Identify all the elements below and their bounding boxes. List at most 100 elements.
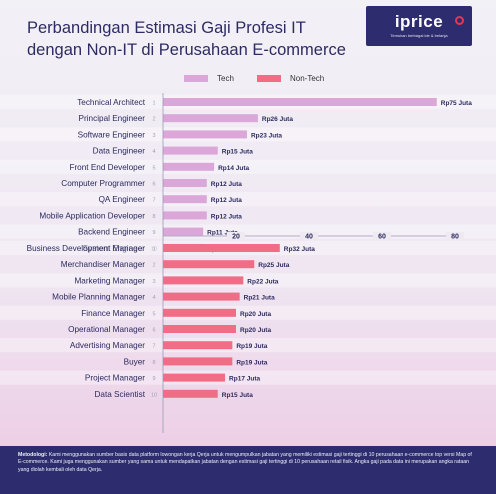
value-label: Rp19 Juta xyxy=(236,359,267,366)
rank-label: 10 xyxy=(151,392,157,398)
legend-swatch-non-tech xyxy=(257,75,281,82)
bar xyxy=(163,162,215,171)
category-label: Merchandiser Manager xyxy=(61,260,145,269)
value-label: Rp12 Juta xyxy=(211,197,242,204)
category-label: Backend Engineer xyxy=(78,228,145,237)
x-tick-label: 60 xyxy=(378,234,386,241)
rank-label: 1 xyxy=(152,247,155,253)
row-band xyxy=(0,127,496,142)
bar xyxy=(163,389,218,398)
x-tick-label: 40 xyxy=(305,234,313,241)
row-band xyxy=(0,370,496,385)
value-label: Rp17 Juta xyxy=(229,376,260,383)
category-label: Principal Engineer xyxy=(79,114,146,123)
category-label: QA Engineer xyxy=(99,195,146,204)
rank-label: 3 xyxy=(152,133,155,139)
rank-label: 8 xyxy=(152,214,155,220)
row-band xyxy=(0,305,496,320)
category-label: Front End Developer xyxy=(69,163,145,172)
bar xyxy=(163,341,233,350)
legend-item-tech: Tech xyxy=(184,74,234,83)
logo-tagline: Temukan berbagai ide & belanja xyxy=(390,33,448,38)
category-label: Mobile Application Developer xyxy=(39,211,145,220)
value-label: Rp19 Juta xyxy=(236,343,267,350)
category-label: Technical Architect xyxy=(77,98,146,107)
category-label: Computer Programmer xyxy=(61,179,145,188)
bar xyxy=(163,130,247,139)
rank-label: 10 xyxy=(151,246,157,252)
rank-label: 9 xyxy=(152,376,155,382)
tick-label-bg xyxy=(300,232,318,240)
bar xyxy=(163,227,204,236)
tick-label-bg xyxy=(446,232,464,240)
bar xyxy=(163,195,207,204)
value-label: Rp20 Juta xyxy=(240,327,271,334)
category-label: Data Engineer xyxy=(93,147,146,156)
logo-wordmark: iprice xyxy=(394,12,444,31)
bar xyxy=(163,114,258,123)
row-band xyxy=(0,224,496,239)
chart-title: Perbandingan Estimasi Gaji Profesi IT de… xyxy=(27,17,357,61)
rank-label: 2 xyxy=(152,263,155,269)
iprice-logo: iprice Temukan berbagai ide & belanja xyxy=(366,6,472,46)
legend-swatch-tech xyxy=(184,75,208,82)
x-tick-label: 80 xyxy=(451,234,459,241)
value-label: Rp14 Juta xyxy=(218,165,249,172)
methodology-label: Metodologi: xyxy=(18,452,48,458)
legend: Tech Non-Tech xyxy=(0,74,496,86)
bar xyxy=(163,244,280,252)
value-label: Rp21 Juta xyxy=(244,295,275,302)
tick-label-bg xyxy=(373,232,391,240)
logo-mark-icon xyxy=(455,16,464,25)
rank-label: 4 xyxy=(152,149,155,155)
methodology-text: Kami menggunakan sumber basis data platf… xyxy=(18,452,472,473)
rank-label: 3 xyxy=(152,279,155,285)
category-label: Software Engineer xyxy=(78,130,146,139)
category-label: System Engineer xyxy=(83,244,146,253)
row-band xyxy=(0,273,496,288)
rank-label: 4 xyxy=(152,295,155,301)
bar xyxy=(163,325,236,333)
value-label: Rp15 Juta xyxy=(222,149,253,156)
value-label: Rp25 Juta xyxy=(258,262,289,269)
bar xyxy=(163,179,207,187)
category-label: Buyer xyxy=(124,357,146,366)
tick-label-bg xyxy=(227,232,245,240)
bar xyxy=(163,292,240,301)
bar xyxy=(163,308,236,317)
legend-item-non-tech: Non-Tech xyxy=(257,74,324,83)
rank-label: 7 xyxy=(152,198,155,204)
category-label: Finance Manager xyxy=(81,309,145,318)
category-label: Marketing Manager xyxy=(74,276,145,285)
rank-label: 2 xyxy=(152,117,155,123)
rank-label: 7 xyxy=(152,344,155,350)
row-band xyxy=(0,159,496,174)
category-label: Advertising Manager xyxy=(70,341,145,350)
rank-label: 5 xyxy=(152,165,155,171)
category-label: Data Scientist xyxy=(94,390,145,399)
value-label: Rp75 Juta xyxy=(441,100,472,107)
x-tick-label: 20 xyxy=(232,234,240,241)
row-band xyxy=(0,192,496,207)
category-label: Operational Manager xyxy=(68,325,145,334)
bar xyxy=(163,357,233,366)
rank-label: 1 xyxy=(152,101,155,107)
row-band xyxy=(0,338,496,353)
bar xyxy=(163,211,207,220)
rank-label: 5 xyxy=(152,311,155,317)
rank-label: 9 xyxy=(152,230,155,236)
legend-label-non-tech: Non-Tech xyxy=(290,74,325,83)
category-label: Mobile Planning Manager xyxy=(52,293,145,302)
value-label: Rp12 Juta xyxy=(211,181,242,188)
category-label: Project Manager xyxy=(85,374,145,383)
value-label: Rp22 Juta xyxy=(247,278,278,285)
value-label: Rp32 Juta xyxy=(284,246,315,253)
legend-label-tech: Tech xyxy=(217,74,234,83)
methodology-note: Metodologi: Kami menggunakan sumber basi… xyxy=(0,446,496,494)
title-line-1: Perbandingan Estimasi Gaji Profesi IT xyxy=(27,19,306,37)
rank-label: 8 xyxy=(152,360,155,366)
rank-label: 6 xyxy=(152,182,155,188)
bar-chart: Technical Architect 1 Rp75 Juta Principal E… xyxy=(0,93,496,433)
category-label: Business Development Manager xyxy=(27,244,146,253)
bar xyxy=(163,373,226,382)
